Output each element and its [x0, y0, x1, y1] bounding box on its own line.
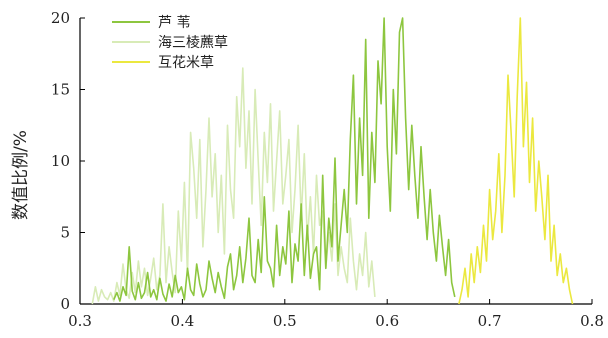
axes: 0.3 0.4 0.5 0.6 0.7 0.8 0 5 10 15 20 — [51, 9, 604, 330]
y-tick-label: 15 — [51, 81, 70, 99]
y-tick-label: 20 — [51, 9, 70, 27]
legend-label-0: 芦 苇 — [158, 15, 190, 31]
series-line-1 — [91, 67, 376, 305]
legend-label-2: 互花米草 — [158, 55, 214, 71]
y-tick-label: 0 — [60, 295, 70, 313]
x-tick-label: 0.6 — [375, 312, 399, 330]
x-tick-label: 0.8 — [580, 312, 604, 330]
legend-label-1: 海三棱藨草 — [158, 35, 228, 51]
x-tick-label: 0.7 — [478, 312, 502, 330]
x-tick-label: 0.3 — [68, 312, 92, 330]
x-tick-label: 0.4 — [170, 312, 194, 330]
y-axis-label: 数值比例/% — [11, 130, 31, 220]
x-tick-label: 0.5 — [273, 312, 297, 330]
series-layer — [91, 17, 574, 305]
series-line-0 — [113, 17, 456, 302]
y-tick-label: 5 — [60, 224, 70, 242]
series-line-2 — [458, 17, 574, 305]
y-tick-label: 10 — [51, 152, 70, 170]
